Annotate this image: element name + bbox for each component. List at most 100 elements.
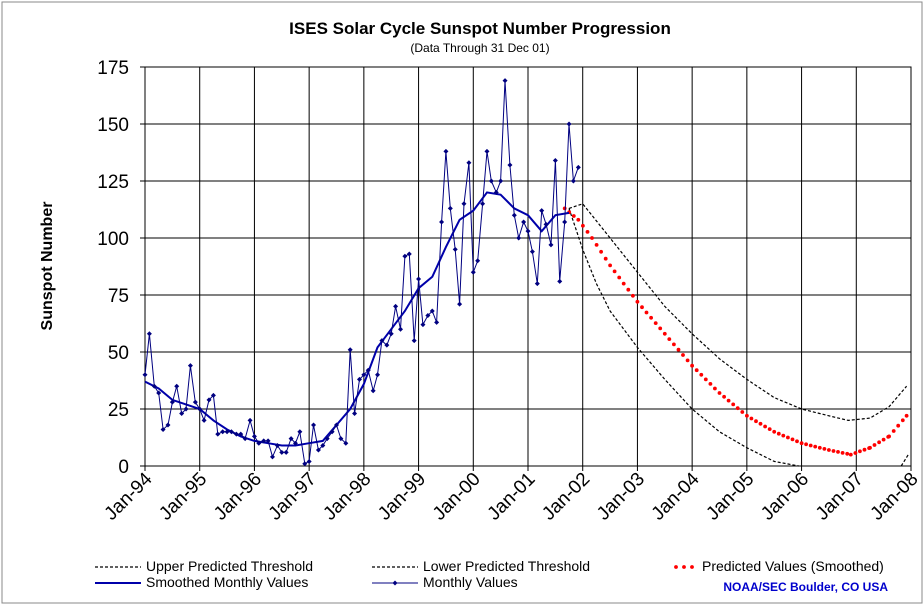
legend: Upper Predicted Threshold Lower Predicted…	[95, 558, 884, 590]
predicted-point	[745, 413, 749, 418]
monthly-point	[146, 331, 152, 337]
monthly-point	[265, 438, 271, 444]
monthly-point	[416, 276, 422, 282]
monthly-point	[365, 367, 371, 373]
monthly-point	[570, 178, 576, 184]
predicted-point	[626, 287, 631, 292]
monthly-point	[470, 269, 476, 275]
y-tick-label: 75	[108, 286, 129, 307]
series-monthly-values	[142, 78, 581, 467]
monthly-point	[457, 301, 463, 307]
series-lower-predicted-threshold	[568, 208, 799, 467]
monthly-point	[302, 461, 308, 467]
predicted-point	[845, 451, 850, 456]
monthly-point	[534, 281, 540, 287]
predicted-point	[662, 331, 667, 336]
predicted-point	[653, 321, 658, 325]
monthly-point	[142, 372, 148, 378]
predicted-point	[799, 441, 804, 446]
predicted-point	[817, 445, 822, 450]
predicted-point	[813, 444, 818, 449]
predicted-point	[590, 236, 594, 240]
predicted-point	[735, 406, 740, 411]
monthly-point	[411, 338, 417, 344]
monthly-point	[370, 388, 376, 394]
monthly-point	[543, 221, 549, 227]
predicted-point	[621, 281, 626, 286]
monthly-point	[297, 429, 303, 435]
monthly-point	[269, 454, 275, 460]
predicted-point	[790, 437, 795, 442]
predicted-point	[649, 315, 653, 320]
monthly-point	[420, 322, 426, 328]
monthly-point	[375, 372, 381, 378]
predicted-point	[848, 452, 853, 457]
legend-entry: Lower Predicted Threshold	[372, 558, 590, 574]
monthly-point	[388, 331, 394, 337]
monthly-point	[439, 219, 445, 225]
y-tick-label: 0	[118, 457, 129, 478]
predicted-point	[608, 263, 612, 268]
monthly-point	[566, 121, 572, 127]
monthly-point	[283, 449, 289, 455]
monthly-point	[562, 219, 568, 225]
monthly-point	[329, 429, 335, 435]
predicted-point	[617, 275, 622, 280]
predicted-point	[571, 214, 576, 218]
predicted-point	[690, 363, 694, 368]
predicted-point	[763, 424, 767, 429]
monthly-point	[361, 372, 367, 378]
predicted-point	[758, 421, 763, 426]
monthly-point	[521, 219, 527, 225]
monthly-point	[575, 164, 581, 170]
series-lower-predicted-threshold-tail	[900, 454, 909, 467]
monthly-point	[251, 433, 257, 439]
monthly-point	[256, 440, 262, 446]
monthly-point	[224, 429, 230, 435]
predicted-point	[840, 451, 845, 455]
threshold-line	[568, 203, 908, 422]
predicted-point	[658, 326, 663, 331]
predicted-point	[708, 382, 713, 386]
legend-swatch	[682, 565, 686, 569]
monthly-point	[174, 383, 180, 389]
monthly-point	[548, 242, 554, 248]
monthly-point	[315, 447, 321, 453]
predicted-point	[795, 439, 799, 444]
predicted-point	[694, 368, 699, 373]
chart-subtitle: (Data Through 31 Dec 01)	[410, 41, 549, 55]
monthly-point	[493, 189, 499, 195]
predicted-point	[672, 342, 676, 347]
y-tick-label: 150	[97, 115, 129, 136]
predicted-point	[585, 230, 590, 234]
predicted-point	[603, 256, 608, 261]
monthly-point	[320, 442, 326, 448]
monthly-point	[324, 436, 330, 442]
monthly-point	[347, 347, 353, 353]
monthly-point	[247, 417, 253, 423]
y-axis-label: Sunspot Number	[39, 202, 56, 331]
monthly-line	[144, 80, 579, 465]
predicted-point	[881, 437, 886, 442]
monthly-point	[475, 258, 481, 264]
predicted-point	[836, 450, 840, 454]
predicted-point	[640, 305, 644, 310]
monthly-point	[352, 411, 358, 417]
monthly-point	[461, 201, 467, 207]
predicted-point	[581, 223, 585, 228]
legend-entry: Monthly Values	[372, 574, 518, 590]
monthly-point	[452, 246, 458, 252]
predicted-point	[853, 451, 858, 455]
legend-label: Monthly Values	[423, 574, 518, 590]
monthly-point	[379, 338, 385, 344]
predicted-point	[681, 353, 685, 357]
y-tick-label: 125	[97, 172, 129, 193]
monthly-point	[183, 406, 189, 412]
predicted-point	[594, 243, 599, 247]
monthly-point	[480, 201, 486, 207]
monthly-point	[238, 431, 244, 437]
legend-label: Lower Predicted Threshold	[423, 558, 590, 574]
